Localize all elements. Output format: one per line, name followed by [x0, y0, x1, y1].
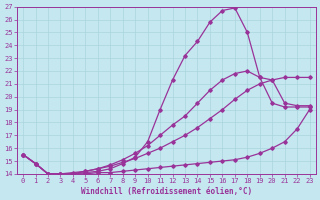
X-axis label: Windchill (Refroidissement éolien,°C): Windchill (Refroidissement éolien,°C)	[81, 187, 252, 196]
